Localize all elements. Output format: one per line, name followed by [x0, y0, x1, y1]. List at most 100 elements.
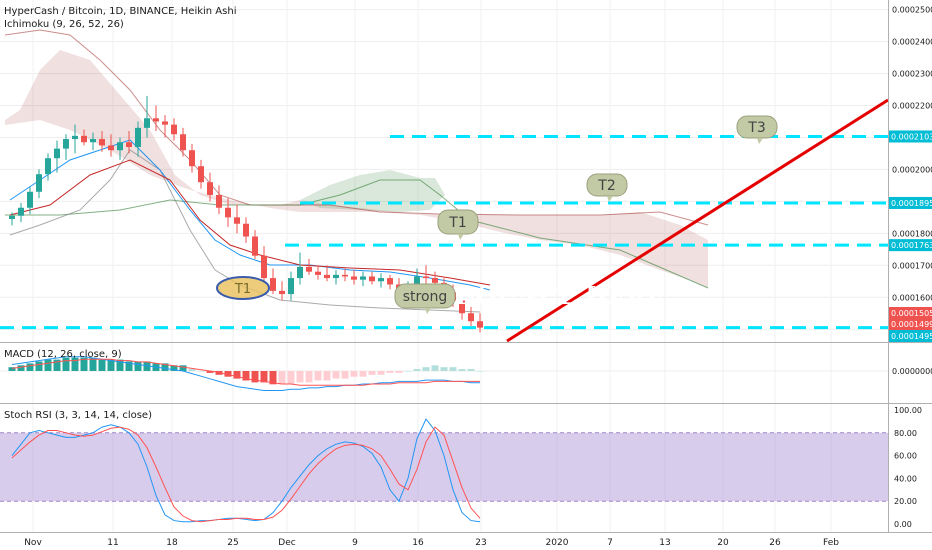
oval-label: T1: [234, 282, 251, 297]
macd-label: MACD (12, 26, close, 9): [4, 349, 122, 360]
candle-body: [378, 278, 384, 282]
candle-body: [261, 255, 267, 279]
stoch-tick-label: 60.00: [894, 452, 917, 461]
chikou-line: [9, 149, 481, 313]
cloud-bearish: [5, 50, 708, 288]
target-lines: [0, 134, 888, 330]
macd-bar: [332, 371, 340, 379]
macd-bar: [359, 371, 367, 377]
bounce-here-text: BOUNCE HERE: [455, 281, 664, 310]
price-tag-label: 0.0001499: [891, 320, 932, 329]
macd-bar: [134, 361, 142, 371]
price-tag-bg: [889, 239, 932, 252]
macd-bar: [278, 371, 286, 385]
price-tick-label: 0.0002400: [892, 38, 932, 47]
candle-body: [153, 118, 159, 122]
chart-title: HyperCash / Bitcoin, 1D, BINANCE, Heikin…: [4, 6, 236, 17]
candle-body: [369, 276, 375, 282]
candle-body: [207, 182, 213, 195]
bubble-label: T2: [597, 178, 615, 194]
macd-bar: [467, 369, 475, 371]
price-axis[interactable]: 0.0002500 0.0002400 0.0002300 0.0002200 0.00…: [892, 6, 932, 335]
candle-body: [243, 223, 249, 237]
candle-body: [432, 278, 438, 283]
candle-body: [459, 300, 465, 314]
price-tick-label: 0.0002500: [892, 6, 932, 15]
macd-bar: [251, 371, 259, 383]
candle-body: [108, 145, 114, 151]
macd-bar: [305, 371, 313, 383]
time-tick-label: 16: [412, 538, 424, 548]
macd-bar: [35, 361, 43, 371]
ichimoku-lines: [4, 29, 709, 313]
candle-body: [63, 139, 69, 149]
price-tick-label: 0.0002200: [892, 101, 932, 110]
candle-body: [477, 321, 483, 328]
tenkan-line: [9, 139, 491, 291]
bubble-label: T3: [747, 120, 765, 136]
candle-body: [297, 266, 303, 279]
candle-body: [135, 127, 141, 148]
price-tag-bg: [889, 196, 932, 209]
price-tag-bg: [889, 307, 932, 319]
senkou-b-line: [5, 179, 709, 289]
time-tick-label: 9: [352, 538, 358, 548]
stoch-grid: [0, 432, 888, 502]
candles: [9, 95, 483, 333]
macd-bar: [377, 371, 385, 375]
stoch-axis[interactable]: 100.00 80.00 60.00 40.00 20.00 0.00: [894, 406, 922, 529]
candle-body: [414, 276, 420, 285]
bubble-tail: [757, 138, 763, 144]
candle-body: [81, 135, 87, 143]
time-axis[interactable]: Nov 11 18 25 Dec 9 16 23 2020 7 13 20 26 Feb: [24, 538, 839, 548]
macd-bar: [170, 365, 178, 371]
signal-line: [11, 358, 480, 386]
bubble-label: T1: [448, 215, 466, 231]
macd-bar: [440, 367, 448, 371]
candle-body: [36, 174, 42, 192]
macd-bar: [197, 371, 205, 372]
stoch-band: [0, 432, 888, 502]
bubble-tail: [425, 308, 431, 314]
price-tick-label: 0.0002300: [892, 70, 932, 79]
macd-bar: [224, 371, 232, 377]
candle-body: [306, 266, 312, 272]
price-tag-label: 0.0001763: [891, 241, 932, 250]
macd-bar: [233, 371, 241, 379]
stoch-tick-label: 0.00: [894, 520, 912, 529]
macd-bar: [386, 371, 394, 373]
candle-body: [351, 276, 357, 280]
macd-bar: [287, 371, 295, 385]
candle-body: [252, 236, 258, 256]
candle-body: [270, 278, 276, 291]
candle-body: [72, 135, 78, 140]
candle-body: [171, 124, 177, 135]
macd-bar: [188, 369, 196, 371]
bubble-tail: [607, 196, 613, 202]
candle-body: [468, 313, 474, 322]
macd-bar: [431, 365, 439, 371]
kijun-line: [9, 159, 491, 286]
candle-body: [27, 191, 33, 208]
macd-bar: [413, 369, 421, 371]
macd-bar: [404, 371, 412, 372]
time-tick-label: 13: [659, 538, 670, 548]
time-tick-label: 18: [166, 538, 178, 548]
macd-bar: [179, 365, 187, 371]
stoch-k-line: [11, 418, 481, 523]
stoch-label: Stoch RSI (3, 3, 14, 14, close): [4, 410, 152, 421]
price-tag-bg: [889, 130, 932, 143]
macd-bar: [26, 363, 34, 371]
price-tick-label: 0.0002000: [892, 165, 932, 174]
macd-bar: [44, 359, 52, 371]
macd-bar: [341, 371, 349, 379]
stoch-tick-label: 100.00: [894, 406, 922, 415]
macd-bar: [458, 369, 466, 371]
price-tag-bg: [889, 330, 932, 342]
time-tick-label: Dec: [278, 538, 295, 548]
macd-axis[interactable]: 0.0000000: [892, 367, 932, 376]
macd-bar: [116, 359, 124, 371]
candle-body: [18, 207, 24, 216]
candle-body: [387, 278, 393, 285]
